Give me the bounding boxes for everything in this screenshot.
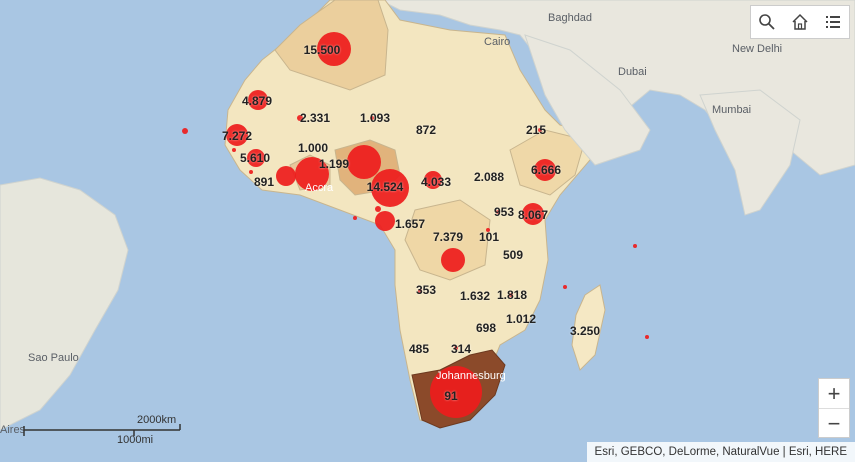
legend-button[interactable]: [820, 9, 846, 35]
bubble[interactable]: [295, 157, 329, 191]
value-label: 1.818: [496, 288, 528, 302]
value-label: 7.379: [432, 230, 464, 244]
bubble[interactable]: [534, 159, 556, 181]
value-label: 891: [253, 175, 275, 189]
value-label: 1.632: [459, 289, 491, 303]
bubble[interactable]: [226, 124, 248, 146]
bubble[interactable]: [375, 211, 395, 231]
value-label: 4.879: [241, 94, 273, 108]
value-label: 8.067: [517, 208, 549, 222]
city-label-johannesburg: Johannesburg: [436, 370, 506, 382]
city-label-new-delhi: New Delhi: [732, 43, 783, 55]
bubble[interactable]: [248, 90, 268, 110]
value-label: 91: [444, 389, 458, 403]
value-label: 2.331: [299, 111, 331, 125]
bubble[interactable]: [371, 169, 409, 207]
value-label: 509: [502, 248, 524, 262]
value-label: 872: [415, 123, 437, 137]
arabia-land: [524, 34, 651, 166]
city-label-accra: Accra: [305, 182, 334, 194]
value-label: 3.250: [569, 324, 601, 338]
value-label: 2.088: [473, 170, 505, 184]
bubbles: [182, 32, 649, 418]
value-label: 1.000: [297, 141, 329, 155]
scale-km-label: 2000km: [137, 414, 177, 426]
city-label-cairo: Cairo: [484, 36, 511, 48]
bubble[interactable]: [317, 32, 351, 66]
bubble[interactable]: [424, 171, 442, 189]
value-label: 215: [525, 123, 547, 137]
value-label: 1.199: [318, 157, 350, 171]
city-label-baghdad: Baghdad: [548, 12, 593, 24]
home-button[interactable]: [787, 9, 813, 35]
bubble[interactable]: [347, 145, 381, 179]
city-label-sao-paulo: Sao Paulo: [28, 352, 79, 364]
value-label: 5.610: [239, 151, 271, 165]
value-label: 353: [415, 283, 437, 297]
value-label: 7.272: [221, 129, 253, 143]
value-label: 4.033: [420, 175, 452, 189]
search-icon: [759, 14, 775, 30]
city-label-aires: Aires: [0, 424, 26, 436]
value-label: 1.093: [359, 111, 391, 125]
value-label: 1.012: [505, 312, 537, 326]
india-land: [699, 89, 801, 216]
madagascar-land: [571, 284, 606, 371]
value-label: 6.666: [530, 163, 562, 177]
plus-icon: +: [827, 380, 841, 406]
map-toolbar: [750, 5, 850, 39]
scale-bar-graphic: [23, 424, 181, 436]
city-label-mumbai: Mumbai: [712, 104, 752, 116]
south-america-land: [0, 177, 129, 431]
minus-icon: −: [827, 410, 841, 436]
bubble[interactable]: [522, 203, 544, 225]
scale-mi-label: 1000mi: [117, 434, 154, 446]
search-button[interactable]: [754, 9, 780, 35]
attribution: Esri, GEBCO, DeLorme, NaturalVue | Esri,…: [586, 442, 855, 462]
bubble[interactable]: [430, 366, 482, 418]
value-label: 101: [478, 230, 500, 244]
bubble[interactable]: [247, 149, 265, 167]
zoom-control: + −: [818, 378, 850, 438]
value-label: 1.657: [394, 217, 426, 231]
value-label: 14.524: [366, 180, 404, 194]
bubble[interactable]: [276, 166, 296, 186]
zoom-in-button[interactable]: +: [819, 379, 849, 409]
value-label: 15.500: [303, 43, 341, 57]
list-icon: [825, 16, 840, 28]
value-label: 485: [408, 342, 430, 356]
scale-bar: 2000km 1000mi: [22, 414, 182, 448]
value-label: 698: [475, 321, 497, 335]
africa-land: [224, 0, 601, 426]
value-label: 314: [450, 342, 472, 356]
city-label-dubai: Dubai: [618, 66, 647, 78]
home-icon: [792, 13, 808, 30]
bubble[interactable]: [441, 248, 465, 272]
drc-region: [404, 199, 491, 281]
zoom-out-button[interactable]: −: [819, 409, 849, 438]
value-label: 953: [493, 205, 515, 219]
